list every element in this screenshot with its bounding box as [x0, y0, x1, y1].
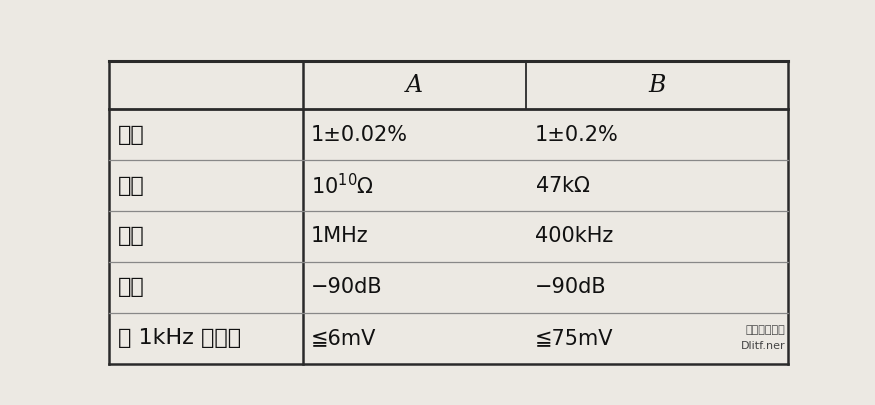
- Text: B: B: [648, 74, 666, 97]
- Text: ≦6mV: ≦6mV: [311, 328, 376, 348]
- Text: 增益: 增益: [117, 125, 144, 145]
- Text: 1MHz: 1MHz: [311, 226, 368, 247]
- Text: 在 1kHz 的失调: 在 1kHz 的失调: [117, 328, 241, 348]
- Text: 电子开发社区: 电子开发社区: [746, 325, 786, 335]
- Text: 47k$\Omega$: 47k$\Omega$: [535, 176, 591, 196]
- Text: $10^{10}\Omega$: $10^{10}\Omega$: [311, 173, 374, 198]
- Text: 400kHz: 400kHz: [535, 226, 612, 247]
- Text: Dlitf.ner: Dlitf.ner: [741, 341, 786, 351]
- Text: 带宽: 带宽: [117, 226, 144, 247]
- Text: −90dB: −90dB: [311, 277, 382, 297]
- Text: 窜扰: 窜扰: [117, 277, 144, 297]
- Text: ≦75mV: ≦75mV: [535, 328, 613, 348]
- Text: 阻抗: 阻抗: [117, 176, 144, 196]
- Text: −90dB: −90dB: [535, 277, 606, 297]
- Text: 1±0.2%: 1±0.2%: [535, 125, 619, 145]
- Text: A: A: [406, 74, 423, 97]
- Text: 1±0.02%: 1±0.02%: [311, 125, 408, 145]
